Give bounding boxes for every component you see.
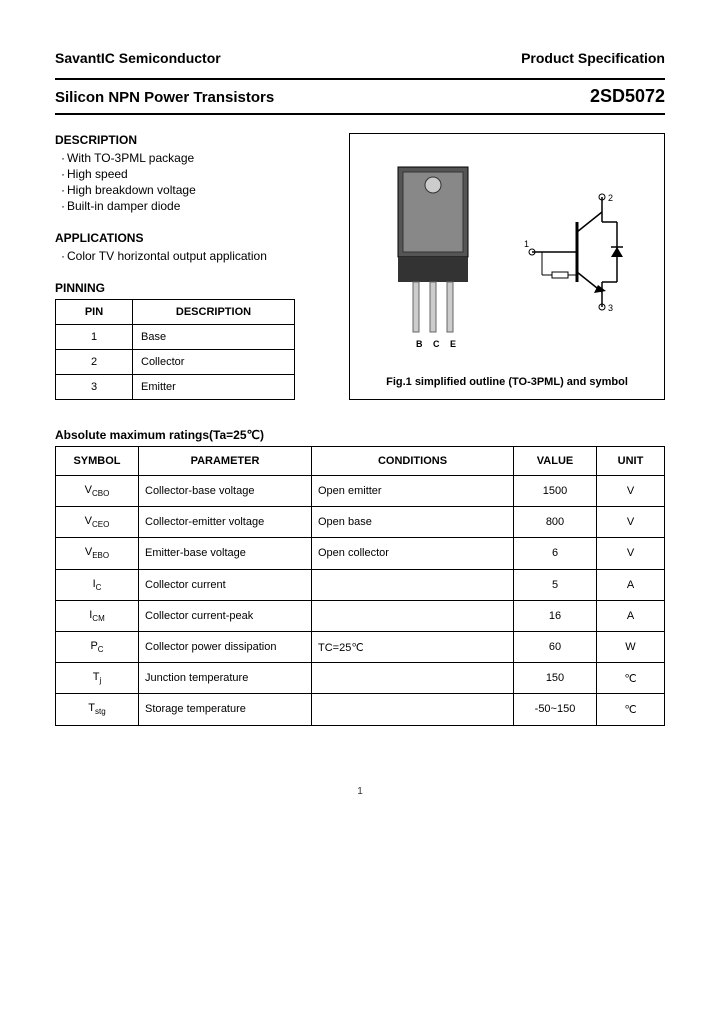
param-cell: Collector current xyxy=(139,569,312,600)
pin-cell: 1 xyxy=(56,325,133,350)
cond-cell: Open emitter xyxy=(312,476,514,507)
param-cell: Emitter-base voltage xyxy=(139,538,312,569)
symbol-cell: VCBO xyxy=(56,476,139,507)
company-name: SavantIC Semiconductor xyxy=(55,50,221,66)
desc-item: High breakdown voltage xyxy=(61,183,335,197)
symbol-cell: VCEO xyxy=(56,507,139,538)
doc-type: Product Specification xyxy=(521,50,665,66)
header-row: SavantIC Semiconductor Product Specifica… xyxy=(55,50,665,66)
desc-item: High speed xyxy=(61,167,335,181)
transistor-symbol-icon: 1 2 3 xyxy=(522,187,642,327)
figure-area: B C E 1 2 3 xyxy=(358,142,656,372)
pin-header: PIN xyxy=(56,300,133,325)
value-cell: 150 xyxy=(514,663,597,694)
pinning-table: PIN DESCRIPTION 1 Base 2 Collector 3 Emi… xyxy=(55,299,295,400)
table-row: IC Collector current 5 A xyxy=(56,569,665,600)
cond-cell xyxy=(312,569,514,600)
col-unit: UNIT xyxy=(597,447,665,476)
pin-label-c: C xyxy=(433,339,440,349)
symbol-cell: PC xyxy=(56,631,139,662)
unit-cell: A xyxy=(597,600,665,631)
desc-item: Built-in damper diode xyxy=(61,199,335,213)
symbol-cell: Tstg xyxy=(56,694,139,725)
title-row: Silicon NPN Power Transistors 2SD5072 xyxy=(55,78,665,115)
desc-header: DESCRIPTION xyxy=(133,300,295,325)
unit-cell: A xyxy=(597,569,665,600)
upper-content: DESCRIPTION With TO-3PML package High sp… xyxy=(55,133,665,400)
ratings-table: SYMBOL PARAMETER CONDITIONS VALUE UNIT V… xyxy=(55,446,665,726)
pinning-heading: PINNING xyxy=(55,281,335,295)
cond-cell xyxy=(312,663,514,694)
value-cell: 800 xyxy=(514,507,597,538)
unit-cell: W xyxy=(597,631,665,662)
page-number: 1 xyxy=(55,786,665,797)
pin-label-b: B xyxy=(416,339,423,349)
col-parameter: PARAMETER xyxy=(139,447,312,476)
param-cell: Storage temperature xyxy=(139,694,312,725)
table-row: ICM Collector current-peak 16 A xyxy=(56,600,665,631)
table-row: VEBO Emitter-base voltage Open collector… xyxy=(56,538,665,569)
cond-cell: TC=25℃ xyxy=(312,631,514,662)
package-outline-icon: B C E xyxy=(373,157,493,357)
value-cell: 5 xyxy=(514,569,597,600)
ratings-heading: Absolute maximum ratings(Ta=25℃) xyxy=(55,428,665,442)
table-row: Tstg Storage temperature -50~150 ℃ xyxy=(56,694,665,725)
part-number: 2SD5072 xyxy=(590,86,665,107)
pin-desc-cell: Base xyxy=(133,325,295,350)
param-cell: Collector-emitter voltage xyxy=(139,507,312,538)
cond-cell xyxy=(312,600,514,631)
left-column: DESCRIPTION With TO-3PML package High sp… xyxy=(55,133,335,400)
cond-cell xyxy=(312,694,514,725)
figure-box: B C E 1 2 3 xyxy=(349,133,665,400)
table-row: 3 Emitter xyxy=(56,375,295,400)
pin-cell: 3 xyxy=(56,375,133,400)
table-row: Tj Junction temperature 150 ℃ xyxy=(56,663,665,694)
table-header-row: PIN DESCRIPTION xyxy=(56,300,295,325)
table-row: PC Collector power dissipation TC=25℃ 60… xyxy=(56,631,665,662)
table-header-row: SYMBOL PARAMETER CONDITIONS VALUE UNIT xyxy=(56,447,665,476)
col-conditions: CONDITIONS xyxy=(312,447,514,476)
unit-cell: V xyxy=(597,476,665,507)
symbol-pin-1: 1 xyxy=(524,239,529,249)
datasheet-page: SavantIC Semiconductor Product Specifica… xyxy=(0,0,720,827)
value-cell: 60 xyxy=(514,631,597,662)
unit-cell: V xyxy=(597,507,665,538)
value-cell: -50~150 xyxy=(514,694,597,725)
table-row: VCBO Collector-base voltage Open emitter… xyxy=(56,476,665,507)
description-heading: DESCRIPTION xyxy=(55,133,335,147)
table-row: 1 Base xyxy=(56,325,295,350)
col-symbol: SYMBOL xyxy=(56,447,139,476)
cond-cell: Open base xyxy=(312,507,514,538)
desc-item: With TO-3PML package xyxy=(61,151,335,165)
param-cell: Collector current-peak xyxy=(139,600,312,631)
pin-desc-cell: Collector xyxy=(133,350,295,375)
table-row: VCEO Collector-emitter voltage Open base… xyxy=(56,507,665,538)
pin-cell: 2 xyxy=(56,350,133,375)
col-value: VALUE xyxy=(514,447,597,476)
applications-heading: APPLICATIONS xyxy=(55,231,335,245)
cond-cell: Open collector xyxy=(312,538,514,569)
symbol-cell: VEBO xyxy=(56,538,139,569)
pin-label-e: E xyxy=(450,339,456,349)
param-cell: Junction temperature xyxy=(139,663,312,694)
value-cell: 6 xyxy=(514,538,597,569)
symbol-cell: IC xyxy=(56,569,139,600)
unit-cell: V xyxy=(597,538,665,569)
app-item: Color TV horizontal output application xyxy=(61,249,335,263)
symbol-cell: ICM xyxy=(56,600,139,631)
symbol-cell: Tj xyxy=(56,663,139,694)
param-cell: Collector-base voltage xyxy=(139,476,312,507)
unit-cell: ℃ xyxy=(597,663,665,694)
figure-caption: Fig.1 simplified outline (TO-3PML) and s… xyxy=(358,376,656,388)
unit-cell: ℃ xyxy=(597,694,665,725)
symbol-pin-2: 2 xyxy=(608,193,613,203)
product-family: Silicon NPN Power Transistors xyxy=(55,89,274,106)
value-cell: 16 xyxy=(514,600,597,631)
value-cell: 1500 xyxy=(514,476,597,507)
symbol-pin-3: 3 xyxy=(608,303,613,313)
param-cell: Collector power dissipation xyxy=(139,631,312,662)
pin-desc-cell: Emitter xyxy=(133,375,295,400)
table-row: 2 Collector xyxy=(56,350,295,375)
